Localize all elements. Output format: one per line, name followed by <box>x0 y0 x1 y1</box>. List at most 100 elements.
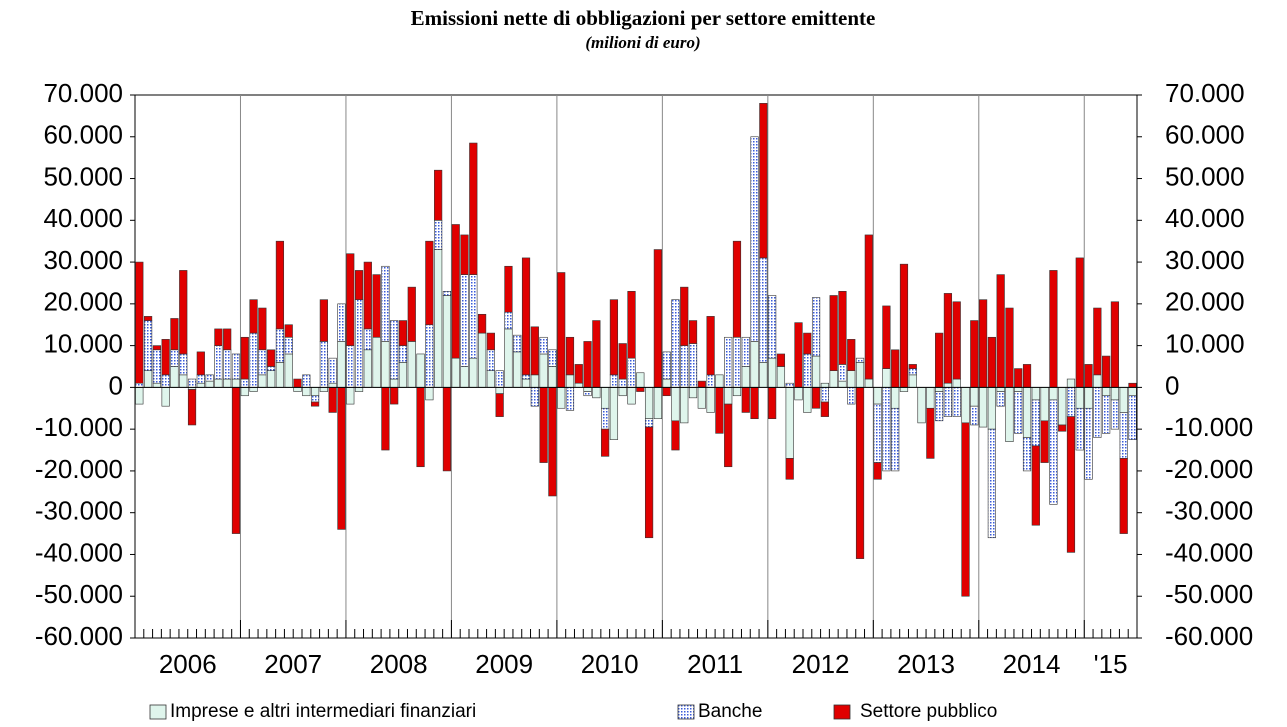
bar-segment <box>987 336 996 388</box>
bar-segment <box>987 387 996 430</box>
bar-segment <box>486 332 495 351</box>
bar-segment <box>337 387 346 530</box>
bar-segment <box>811 387 821 409</box>
bar-segment <box>451 224 460 359</box>
bar-segment <box>425 387 434 401</box>
bar-segment <box>1031 387 1040 401</box>
bar-segment <box>495 387 504 394</box>
bar-segment <box>143 370 153 388</box>
x-tick-label: 2007 <box>264 649 322 679</box>
bar-segment <box>926 387 935 409</box>
bar-segment <box>249 387 258 392</box>
bar-segment <box>1022 437 1032 472</box>
y-tick-label: -40.000 <box>35 537 123 567</box>
bar-segment <box>275 328 285 363</box>
bar-segment <box>425 240 434 326</box>
bar-segment <box>293 378 302 388</box>
bar-segment <box>135 382 144 388</box>
bar-segment <box>530 374 539 388</box>
bar-segment <box>574 382 583 388</box>
bar-segment <box>310 401 320 407</box>
bar-segment <box>249 299 258 334</box>
bar-segment <box>1084 364 1093 388</box>
bar-segment <box>855 387 865 559</box>
bar-segment <box>732 336 742 388</box>
bar-segment <box>759 257 768 363</box>
bar-segment <box>513 334 522 353</box>
bar-segment <box>161 339 170 376</box>
bar-segment <box>609 299 619 376</box>
bar-segment <box>1102 395 1111 434</box>
bar-segment <box>196 382 205 388</box>
legend-swatch <box>149 704 167 720</box>
bar-segment <box>794 322 803 388</box>
bar-segment <box>258 374 267 388</box>
bar-segment <box>891 407 900 472</box>
bar-segment <box>346 253 355 346</box>
bar-segment <box>1128 395 1137 440</box>
bar-segment <box>170 318 179 351</box>
bar-segment <box>1128 387 1137 397</box>
bar-segment <box>1128 382 1137 388</box>
bar-segment <box>407 341 416 388</box>
y2-tick-label: 30.000 <box>1165 245 1245 275</box>
y2-tick-label: -50.000 <box>1165 579 1253 609</box>
bar-segment <box>170 349 179 367</box>
bar-segment <box>785 458 794 480</box>
bar-segment <box>354 270 364 300</box>
bar-segment <box>847 339 856 371</box>
y-tick-label: 10.000 <box>43 328 123 358</box>
bar-segment <box>618 387 627 397</box>
bar-segment <box>504 311 513 330</box>
bar-segment <box>223 328 232 351</box>
x-tick-label: 2011 <box>687 649 743 679</box>
bar-segment <box>1014 368 1023 388</box>
bar-segment <box>548 387 557 497</box>
bar-segment <box>636 387 645 392</box>
bar-segment <box>908 374 917 388</box>
bar-segment <box>143 316 153 321</box>
bar-segment <box>750 341 759 388</box>
bar-segment <box>609 387 619 440</box>
bar-segment <box>935 391 944 422</box>
bar-segment <box>680 387 689 424</box>
bar-segment <box>1066 387 1076 417</box>
bar-segment <box>530 387 539 407</box>
legend-label: Banche <box>698 701 762 722</box>
bar-segment <box>917 387 926 424</box>
y2-tick-label: -20.000 <box>1165 454 1253 484</box>
bar-segment <box>908 368 917 376</box>
bar-segment <box>152 345 161 351</box>
bar-segment <box>644 387 654 420</box>
bar-segment <box>390 320 399 380</box>
bar-segment <box>434 249 443 388</box>
bar-segment <box>390 378 399 388</box>
bar-segment <box>530 326 539 376</box>
bar-segment <box>671 387 680 422</box>
bar-segment <box>688 387 698 399</box>
bar-segment <box>706 374 715 388</box>
bar-segment <box>460 234 469 275</box>
bar-segment <box>354 299 364 388</box>
bar-segment <box>1084 387 1093 409</box>
bar-segment <box>223 378 232 388</box>
bar-segment <box>671 299 680 388</box>
bar-segment <box>732 240 742 338</box>
bar-segment <box>970 320 979 388</box>
bar-segment <box>310 395 320 403</box>
bar-segment <box>398 345 408 363</box>
x-tick-label: 2006 <box>159 649 217 679</box>
bar-segment <box>434 220 443 250</box>
bar-segment <box>996 391 1005 407</box>
bar-segment <box>592 320 601 388</box>
bar-segment <box>275 240 285 330</box>
bar-segment <box>820 387 829 403</box>
bar-segment <box>1066 416 1076 553</box>
bar-segment <box>750 387 759 420</box>
bar-segment <box>1022 387 1032 438</box>
bar-segment <box>1005 387 1014 442</box>
y-tick-label: 60.000 <box>43 120 123 150</box>
bar-segment <box>214 378 223 388</box>
bar-segment <box>135 387 144 405</box>
bar-segment <box>1110 387 1120 401</box>
